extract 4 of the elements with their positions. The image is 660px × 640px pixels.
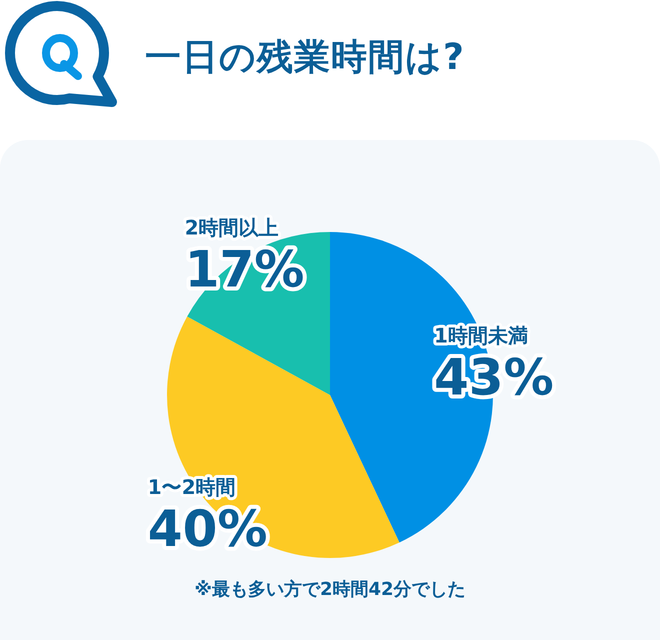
- slice-label: 1〜2時間: [148, 474, 236, 499]
- slice-label: 2時間以上: [184, 215, 279, 240]
- chart-title: 一日の残業時間は?: [145, 36, 465, 80]
- text: ※最も多い方で2時間42分でした: [194, 578, 466, 602]
